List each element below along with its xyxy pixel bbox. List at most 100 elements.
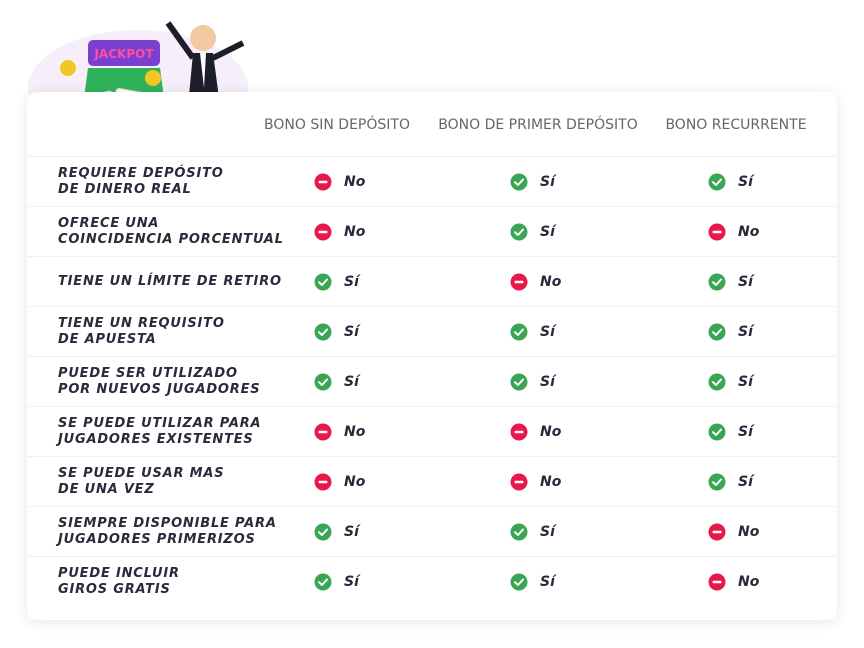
table-cell: Sí xyxy=(314,557,359,607)
check-icon xyxy=(510,223,528,241)
table-row: TIENE UN LÍMITE DE RETIRO Sí No Sí xyxy=(27,256,837,307)
check-icon xyxy=(510,323,528,341)
table-cell: No xyxy=(510,407,561,457)
table-row: PUEDE SER UTILIZADO POR NUEVOS JUGADORES… xyxy=(27,356,837,407)
cell-text: No xyxy=(344,474,366,490)
minus-icon xyxy=(314,173,332,191)
row-label: SIEMPRE DISPONIBLE PARA JUGADORES PRIMER… xyxy=(58,516,277,547)
table-cell: Sí xyxy=(510,307,555,357)
cell-text: Sí xyxy=(540,224,555,240)
table-cell: Sí xyxy=(314,507,359,557)
check-icon xyxy=(708,473,726,491)
table-cell: Sí xyxy=(510,357,555,407)
table-cell: No xyxy=(314,207,365,257)
cell-text: Sí xyxy=(738,374,753,390)
table-cell: No xyxy=(708,557,759,607)
cell-text: No xyxy=(344,424,366,440)
column-header: BONO SIN DEPÓSITO xyxy=(264,117,410,133)
check-icon xyxy=(510,523,528,541)
cell-text: No xyxy=(540,274,562,290)
cell-text: No xyxy=(738,574,760,590)
check-icon xyxy=(314,523,332,541)
table-cell: No xyxy=(314,407,365,457)
minus-icon xyxy=(510,423,528,441)
cell-text: No xyxy=(738,524,760,540)
cell-text: Sí xyxy=(738,324,753,340)
cell-text: No xyxy=(344,174,366,190)
table-cell: Sí xyxy=(510,207,555,257)
cell-text: No xyxy=(738,224,760,240)
cell-text: Sí xyxy=(738,274,753,290)
minus-icon xyxy=(510,273,528,291)
minus-icon xyxy=(708,223,726,241)
table-row: REQUIERE DEPÓSITO DE DINERO REAL No Sí Sí xyxy=(27,156,837,207)
cell-text: Sí xyxy=(540,524,555,540)
table-row: SE PUEDE USAR MAS DE UNA VEZ No No Sí xyxy=(27,456,837,507)
column-header: BONO RECURRENTE xyxy=(665,117,807,133)
check-icon xyxy=(314,273,332,291)
minus-icon xyxy=(314,223,332,241)
cell-text: Sí xyxy=(540,324,555,340)
cell-text: Sí xyxy=(738,174,753,190)
row-label: TIENE UN REQUISITO DE APUESTA xyxy=(58,316,225,347)
cell-text: Sí xyxy=(540,174,555,190)
table-cell: Sí xyxy=(314,257,359,307)
table-cell: No xyxy=(708,207,759,257)
check-icon xyxy=(314,323,332,341)
check-icon xyxy=(314,573,332,591)
check-icon xyxy=(708,323,726,341)
table-row: SIEMPRE DISPONIBLE PARA JUGADORES PRIMER… xyxy=(27,506,837,557)
check-icon xyxy=(510,373,528,391)
table-cell: Sí xyxy=(708,357,753,407)
table-cell: Sí xyxy=(510,507,555,557)
row-label: REQUIERE DEPÓSITO DE DINERO REAL xyxy=(58,166,224,197)
cell-text: No xyxy=(344,224,366,240)
cell-text: Sí xyxy=(738,424,753,440)
table-row: OFRECE UNA COINCIDENCIA PORCENTUAL No Sí No xyxy=(27,206,837,257)
cell-text: Sí xyxy=(344,524,359,540)
table-row: SE PUEDE UTILIZAR PARA JUGADORES EXISTEN… xyxy=(27,406,837,457)
cell-text: Sí xyxy=(344,274,359,290)
check-icon xyxy=(708,173,726,191)
cell-text: Sí xyxy=(738,474,753,490)
minus-icon xyxy=(708,523,726,541)
minus-icon xyxy=(510,473,528,491)
comparison-table: BONO SIN DEPÓSITO BONO DE PRIMER DEPÓSITO… xyxy=(27,92,837,620)
check-icon xyxy=(708,273,726,291)
table-cell: No xyxy=(314,457,365,507)
table-cell: No xyxy=(510,457,561,507)
table-cell: No xyxy=(708,507,759,557)
row-label: SE PUEDE USAR MAS DE UNA VEZ xyxy=(58,466,225,497)
row-label: OFRECE UNA COINCIDENCIA PORCENTUAL xyxy=(58,216,284,247)
table-cell: Sí xyxy=(708,407,753,457)
row-label: PUEDE SER UTILIZADO POR NUEVOS JUGADORES xyxy=(58,366,261,397)
table-cell: No xyxy=(314,157,365,207)
check-icon xyxy=(708,423,726,441)
table-row: TIENE UN REQUISITO DE APUESTA Sí Sí Sí xyxy=(27,306,837,357)
row-label: PUEDE INCLUIR GIROS GRATIS xyxy=(58,566,180,597)
table-cell: Sí xyxy=(708,307,753,357)
svg-text:JACKPOT: JACKPOT xyxy=(93,47,154,61)
table-cell: Sí xyxy=(510,557,555,607)
cell-text: Sí xyxy=(540,374,555,390)
table-cell: Sí xyxy=(314,307,359,357)
table-cell: Sí xyxy=(708,257,753,307)
check-icon xyxy=(708,373,726,391)
minus-icon xyxy=(314,423,332,441)
column-header: BONO DE PRIMER DEPÓSITO xyxy=(438,117,638,133)
table-cell: Sí xyxy=(510,157,555,207)
table-row: PUEDE INCLUIR GIROS GRATIS Sí Sí No xyxy=(27,556,837,607)
check-icon xyxy=(510,573,528,591)
cell-text: No xyxy=(540,424,562,440)
check-icon xyxy=(314,373,332,391)
cell-text: Sí xyxy=(344,374,359,390)
row-label: SE PUEDE UTILIZAR PARA JUGADORES EXISTEN… xyxy=(58,416,262,447)
table-cell: Sí xyxy=(708,457,753,507)
table-cell: Sí xyxy=(708,157,753,207)
minus-icon xyxy=(708,573,726,591)
table-cell: Sí xyxy=(314,357,359,407)
minus-icon xyxy=(314,473,332,491)
cell-text: Sí xyxy=(344,324,359,340)
row-label: TIENE UN LÍMITE DE RETIRO xyxy=(58,274,282,289)
